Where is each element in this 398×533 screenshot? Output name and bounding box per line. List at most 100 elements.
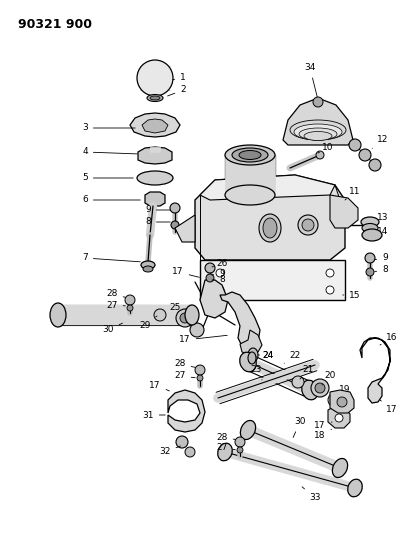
Polygon shape [142,119,168,133]
Ellipse shape [248,348,258,362]
Text: 31: 31 [142,410,165,419]
Text: 1: 1 [173,74,186,83]
Circle shape [335,414,343,422]
Circle shape [197,375,203,381]
Circle shape [366,268,374,276]
Text: 17: 17 [380,400,398,415]
Polygon shape [138,147,172,164]
Ellipse shape [304,132,332,141]
Circle shape [292,376,304,388]
Text: 27: 27 [216,443,235,453]
Polygon shape [175,215,195,242]
Text: 3: 3 [82,124,135,133]
Ellipse shape [50,303,66,327]
Circle shape [313,97,323,107]
Polygon shape [360,338,390,403]
Ellipse shape [141,261,155,269]
Text: 20: 20 [322,370,336,385]
Circle shape [185,447,195,457]
Circle shape [235,437,245,447]
Text: 9: 9 [145,206,170,214]
Text: 90321 900: 90321 900 [18,18,92,31]
Text: 4: 4 [82,148,137,157]
Circle shape [125,295,135,305]
Ellipse shape [185,305,199,325]
Circle shape [176,309,194,327]
Ellipse shape [362,223,378,232]
Circle shape [237,447,243,453]
Polygon shape [58,305,192,325]
Polygon shape [283,98,353,145]
Bar [215,268,335,294]
Text: 28: 28 [216,432,235,441]
Text: 29: 29 [139,316,157,329]
Text: 26: 26 [212,259,228,268]
Text: 27: 27 [174,372,195,381]
Text: 22: 22 [284,351,300,364]
Polygon shape [330,195,358,228]
Circle shape [365,253,375,263]
Circle shape [176,436,188,448]
Text: 18: 18 [314,429,332,440]
Text: 7: 7 [82,254,140,262]
Ellipse shape [361,217,379,227]
Text: 12: 12 [372,135,389,148]
Polygon shape [168,390,205,432]
Circle shape [206,274,214,282]
Text: 17: 17 [179,335,227,344]
Ellipse shape [348,479,362,497]
Text: 14: 14 [372,228,389,237]
Ellipse shape [150,96,160,100]
Circle shape [359,149,371,161]
Ellipse shape [239,150,261,159]
Text: 16: 16 [380,334,398,345]
Text: 19: 19 [337,385,351,398]
Ellipse shape [248,352,256,364]
Circle shape [349,139,361,151]
Ellipse shape [143,266,153,272]
Polygon shape [200,280,228,318]
Ellipse shape [299,128,337,140]
Text: 33: 33 [302,487,321,503]
Circle shape [315,383,325,393]
Circle shape [205,263,215,273]
Text: 27: 27 [106,301,125,310]
Ellipse shape [240,421,256,440]
Circle shape [154,309,166,321]
Ellipse shape [225,185,275,205]
Text: 2: 2 [168,85,186,96]
Ellipse shape [240,352,256,372]
Circle shape [216,286,224,294]
Text: 6: 6 [82,196,140,205]
Ellipse shape [362,229,382,241]
Circle shape [137,60,173,96]
Text: 30: 30 [293,417,306,438]
Ellipse shape [259,214,281,242]
Polygon shape [240,330,262,355]
Ellipse shape [263,218,277,238]
Circle shape [328,393,342,407]
Circle shape [170,203,180,213]
Ellipse shape [294,124,342,140]
Text: 17: 17 [314,421,332,430]
Text: 24: 24 [256,351,274,360]
Circle shape [369,159,381,171]
Ellipse shape [137,171,173,185]
Ellipse shape [232,148,268,162]
Ellipse shape [147,94,163,101]
Circle shape [171,221,179,229]
Circle shape [316,151,324,159]
Text: 17: 17 [172,268,199,277]
Text: 32: 32 [159,446,180,456]
Circle shape [311,379,329,397]
Polygon shape [145,192,165,206]
Text: 8: 8 [375,265,388,274]
Circle shape [190,323,204,337]
Polygon shape [328,406,350,428]
Circle shape [195,365,205,375]
Text: 25: 25 [169,303,186,315]
Text: 23: 23 [250,366,262,380]
Ellipse shape [225,145,275,165]
Text: 28: 28 [106,289,125,298]
Text: 11: 11 [345,188,361,200]
